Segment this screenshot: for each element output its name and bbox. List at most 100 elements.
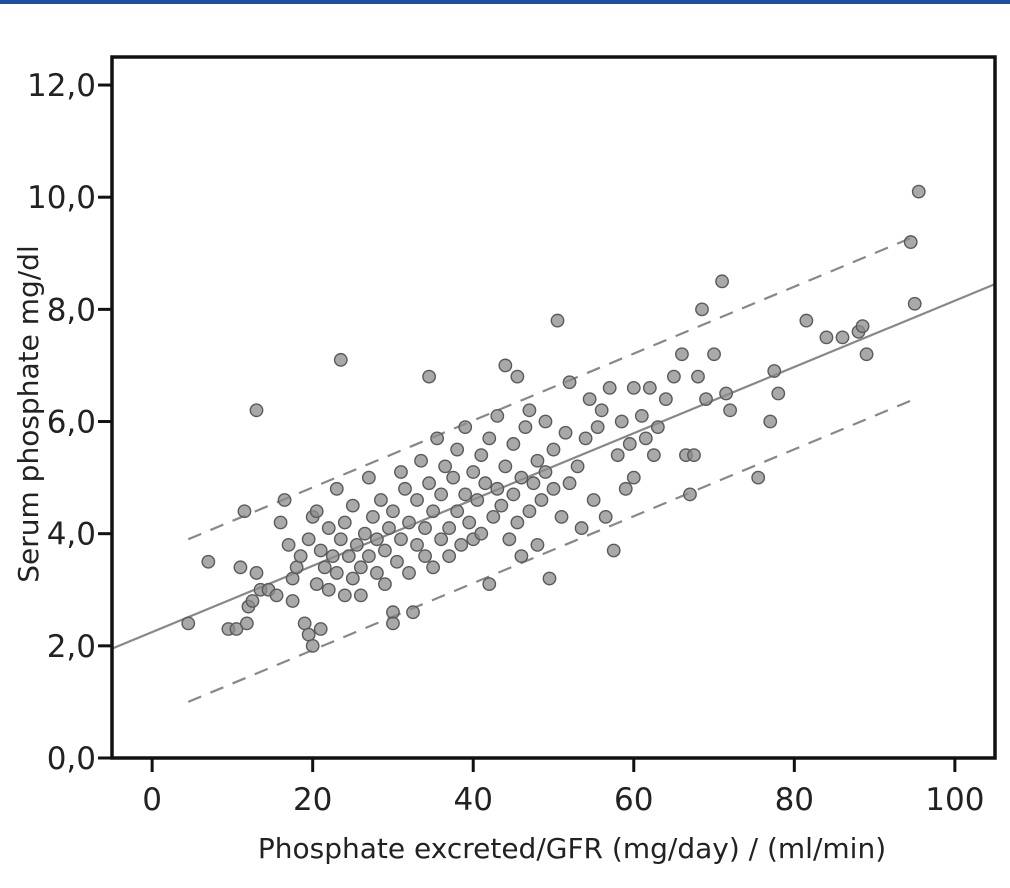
data-point: [233, 560, 248, 575]
data-point: [546, 442, 561, 457]
y-tick-label: 0,0: [47, 741, 96, 777]
data-point: [374, 493, 388, 507]
data-point: [494, 498, 509, 513]
data-point: [542, 571, 557, 586]
data-point: [333, 532, 348, 547]
data-point: [514, 549, 529, 564]
data-point: [482, 431, 497, 446]
data-point: [293, 549, 308, 564]
data-point: [470, 493, 485, 507]
data-point: [442, 521, 457, 535]
y-tick-label: 10,0: [27, 180, 96, 216]
data-point: [245, 594, 260, 608]
data-point: [458, 420, 473, 435]
data-point: [229, 622, 244, 636]
data-point: [382, 521, 396, 535]
data-point: [442, 549, 457, 564]
data-point: [418, 521, 432, 535]
data-point: [751, 470, 766, 485]
data-point: [349, 537, 364, 552]
data-point: [454, 537, 469, 552]
data-point: [309, 504, 324, 519]
data-point: [715, 274, 729, 289]
data-point: [329, 566, 344, 580]
data-point: [329, 481, 344, 496]
data-point: [498, 459, 513, 474]
data-point: [249, 566, 264, 580]
data-point: [570, 459, 585, 474]
data-point: [337, 588, 352, 603]
data-point: [386, 504, 400, 519]
x-tick-label: 60: [614, 782, 653, 818]
data-point: [707, 347, 721, 362]
data-point: [514, 470, 529, 485]
data-point: [646, 448, 661, 463]
data-point: [361, 470, 376, 485]
axes: [110, 55, 997, 760]
data-point: [369, 532, 384, 547]
data-point: [538, 414, 553, 429]
data-point: [594, 403, 609, 418]
y-tick-label: 2,0: [47, 629, 96, 665]
data-point: [911, 184, 926, 199]
ticks: 0 20 40 60 80 100 0,0 2,0 4,0 6,0 8,0 10,0 12,0: [27, 68, 984, 818]
data-point: [313, 622, 328, 636]
data-point: [386, 616, 400, 631]
data-point: [486, 509, 501, 524]
fit-lines: [111, 235, 996, 703]
data-point: [558, 425, 573, 440]
data-point: [237, 504, 252, 519]
data-point: [410, 537, 424, 552]
data-point: [345, 571, 360, 586]
data-point: [907, 296, 922, 311]
data-point: [394, 532, 408, 547]
data-point: [538, 465, 553, 479]
data-point: [353, 588, 368, 603]
data-point: [361, 549, 376, 564]
data-point: [622, 437, 637, 451]
data-point: [398, 481, 412, 496]
data-point: [691, 369, 705, 384]
data-point: [675, 347, 689, 362]
data-point: [763, 414, 778, 429]
data-point: [610, 448, 625, 463]
data-point: [281, 537, 296, 552]
data-point: [658, 392, 673, 406]
data-point: [365, 509, 380, 524]
data-point: [305, 638, 320, 653]
data-point: [546, 481, 561, 496]
data-point: [406, 605, 420, 620]
data-point: [438, 459, 453, 474]
data-point: [618, 481, 633, 496]
y-tick-label: 6,0: [47, 405, 96, 441]
x-tick-label: 100: [925, 782, 984, 818]
data-point: [530, 453, 545, 468]
data-point: [402, 515, 416, 530]
data-point: [562, 476, 577, 491]
data-point: [859, 347, 874, 362]
data-point: [466, 465, 481, 479]
data-point: [518, 420, 533, 435]
data-point: [357, 526, 372, 541]
data-point: [422, 369, 436, 384]
data-point: [353, 560, 368, 575]
data-point: [450, 442, 465, 457]
data-point: [699, 392, 713, 406]
data-point: [687, 448, 701, 463]
data-point: [695, 302, 709, 317]
data-point: [550, 313, 565, 328]
data-point: [626, 470, 641, 485]
data-point: [490, 481, 505, 496]
data-point: [418, 549, 432, 564]
data-point: [369, 566, 384, 580]
scatter-points: [181, 184, 926, 653]
data-point: [414, 453, 428, 468]
data-point: [458, 487, 473, 502]
data-point: [430, 431, 445, 446]
data-point: [574, 521, 589, 535]
data-point: [317, 560, 332, 575]
data-point: [273, 515, 288, 530]
data-point: [478, 476, 493, 491]
data-point: [510, 515, 525, 530]
x-tick-label: 20: [293, 782, 332, 818]
